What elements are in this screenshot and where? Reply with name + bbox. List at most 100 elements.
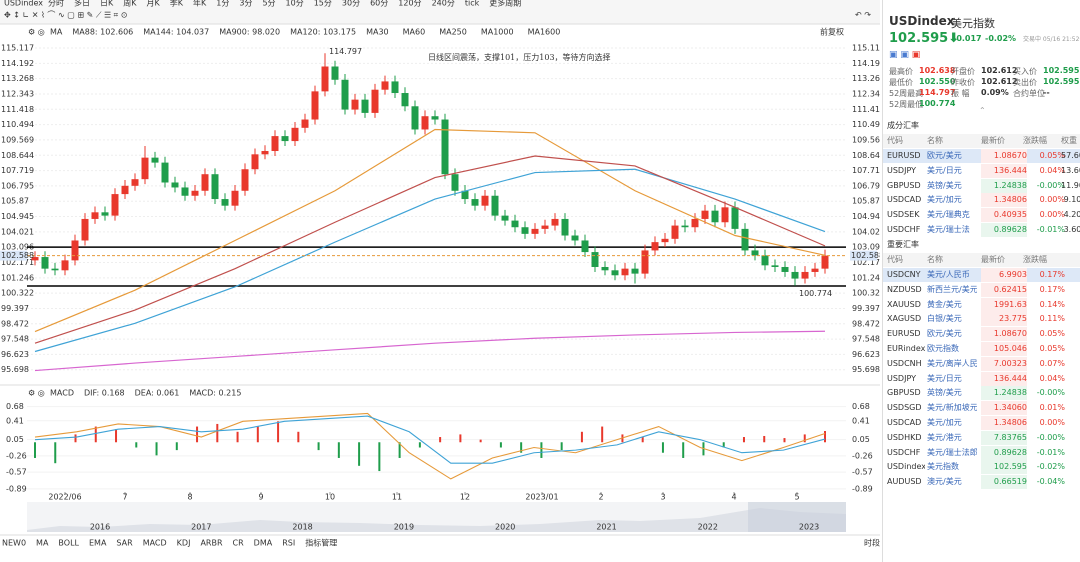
column-header[interactable]: 最新价 (981, 255, 1005, 264)
period-tab[interactable]: tick (465, 0, 480, 8)
period-button[interactable]: 时段 (864, 538, 880, 548)
column-header[interactable]: 名称 (927, 255, 943, 264)
legend-item[interactable]: MA144: 104.037 (143, 28, 209, 37)
change-pct: 0.00% (1039, 195, 1065, 205)
table-row[interactable]: GBPUSD 英镑/美元 1.24838 -0.00% (883, 386, 1080, 401)
candle-body (371, 89, 379, 113)
table-row[interactable]: XAGUSD 白银/美元 23.775 0.11% (883, 312, 1080, 327)
legend-item[interactable]: MA88: 102.606 (72, 28, 133, 37)
table-row[interactable]: USDCHF 美元/瑞士法郎 0.89628 -0.01% (883, 445, 1080, 460)
table-row[interactable]: EURUSD 欧元/美元 1.08670 0.05%57.60% (883, 149, 1080, 163)
stat-label: 52周最低 (889, 100, 924, 109)
indicator-tab[interactable]: DMA (254, 539, 273, 548)
table-row[interactable]: EURindex 欧元指数 105.046 0.05% (883, 342, 1080, 356)
candle-body (651, 242, 659, 251)
legend-item-off[interactable]: MA60 (403, 28, 426, 37)
table-row[interactable]: USDSGD 美元/新加坡元 1.34060 0.01% (883, 401, 1080, 416)
column-header[interactable]: 代码 (887, 255, 903, 264)
table-row[interactable]: USDCNH 美元/离岸人民币 7.00323 0.07% (883, 356, 1080, 371)
period-tab[interactable]: 分时 (48, 0, 64, 8)
period-tab[interactable]: 年K (193, 0, 207, 8)
indicator-manage[interactable]: 指标管理 (305, 538, 337, 548)
macd-bar (337, 442, 340, 458)
table-row[interactable]: NZDUSD 新西兰元/美元 0.62415 0.17% (883, 282, 1080, 297)
settings-icon[interactable]: ⚙ ◎ (28, 389, 45, 398)
legend-item-off[interactable]: MA1000 (481, 28, 514, 37)
adjust-button[interactable]: 前复权 (820, 27, 844, 37)
stat-label: 合约单位 (1013, 89, 1045, 98)
table-row[interactable]: AUDUSD 澳元/美元 0.66519 -0.04% (883, 475, 1080, 490)
table-row[interactable]: GBPUSD 英镑/美元 1.24838 -0.00%11.90% (883, 178, 1080, 193)
table-row[interactable]: USDHKD 美元/港元 7.83765 -0.00% (883, 430, 1080, 445)
weight: 11.90% (1061, 180, 1080, 190)
macd-bar (459, 434, 462, 443)
name: 美元/日元 (927, 165, 962, 175)
macd-bar (520, 442, 523, 453)
period-tab[interactable]: 60分 (370, 0, 388, 8)
indicator-tab[interactable]: KDJ (177, 539, 191, 548)
icons[interactable]: ▣ ▣ ▣ (889, 50, 921, 60)
stat-label: 卖出价 (1013, 78, 1037, 87)
period-tab[interactable]: 月K (147, 0, 161, 8)
column-header[interactable]: 涨跌幅 (1023, 136, 1047, 145)
table-row[interactable]: USDCAD 美元/加元 1.34806 0.00% (883, 416, 1080, 430)
column-header[interactable]: 最新价 (981, 136, 1005, 145)
legend-item-off[interactable]: MA30 (366, 28, 389, 37)
period-tab[interactable]: 多日 (74, 0, 90, 8)
column-header[interactable]: 名称 (927, 136, 943, 145)
period-tab[interactable]: 1分 (216, 0, 229, 8)
navigator-window[interactable] (748, 502, 846, 532)
period-tab[interactable]: 周K (123, 0, 137, 8)
candle-body (51, 268, 59, 271)
name: 美元/加元 (927, 195, 962, 205)
period-tab[interactable]: 15分 (314, 0, 332, 8)
legend-item[interactable]: MA120: 103.175 (290, 28, 356, 37)
column-header[interactable]: 权重 (1061, 136, 1077, 145)
indicator-tab[interactable]: RSI (282, 539, 295, 548)
undo-redo[interactable]: ↶ ↷ (854, 11, 871, 20)
period-tab[interactable]: 3分 (239, 0, 252, 8)
collapse[interactable]: ⌃ (979, 106, 986, 115)
settings-icon[interactable]: ⚙ ◎ (28, 28, 45, 37)
period-tab[interactable]: 日K (100, 0, 114, 8)
ma-line (34, 155, 826, 344)
table-row[interactable]: XAUUSD 黄金/美元 1991.63 0.14% (883, 297, 1080, 312)
column-header[interactable]: 代码 (887, 136, 903, 145)
indicator-tab[interactable]: NEW0 (2, 539, 26, 548)
table-row[interactable]: USDJPY 美元/日元 136.444 0.04% (883, 371, 1080, 386)
toolbar-icons[interactable]: ✥ ↕ ∟ ✕ ⌇ ⌒ ∿ ▢ ⊞ ✎ ⟋ ☰ ⌗ ⊙ (4, 11, 127, 20)
indicator-tab[interactable]: EMA (89, 539, 107, 548)
indicator-tab[interactable]: MA (36, 539, 49, 548)
symbol-tab[interactable]: USDindex (4, 0, 43, 8)
period-tab[interactable]: 120分 (398, 0, 421, 8)
table-row[interactable]: USDSEK 美元/瑞典克 0.40935 0.00%4.20% (883, 208, 1080, 223)
indicator-tab[interactable]: BOLL (58, 539, 79, 548)
indicator-tab[interactable]: ARBR (200, 539, 223, 548)
indicator-tab[interactable]: SAR (116, 539, 133, 548)
column-header[interactable]: 涨跌幅 (1023, 255, 1047, 264)
name: 欧元/美元 (927, 329, 962, 339)
legend-item[interactable]: DEA: 0.061 (135, 389, 180, 398)
table-row[interactable]: USDCNY 美元/人民币 6.9903 0.17% (883, 268, 1080, 282)
legend-item[interactable]: DIF: 0.168 (84, 389, 125, 398)
table-row[interactable]: USDindex 美元指数 102.595 -0.02% (883, 460, 1080, 475)
table-row[interactable]: USDJPY 美元/日元 136.444 0.04%13.60% (883, 163, 1080, 178)
period-tab[interactable]: 5分 (262, 0, 275, 8)
period-tab[interactable]: 季K (170, 0, 184, 8)
y-tick-label: -0.57 (852, 468, 873, 477)
code: XAGUSD (887, 314, 922, 324)
indicator-tab[interactable]: CR (233, 539, 245, 548)
legend-item-off[interactable]: MA250 (439, 28, 467, 37)
period-tab[interactable]: 10分 (286, 0, 304, 8)
weight: 13.60% (1061, 165, 1080, 175)
legend-item[interactable]: MACD: 0.215 (189, 389, 241, 398)
period-tab[interactable]: 240分 (432, 0, 455, 8)
table-row[interactable]: USDCHF 美元/瑞士法 0.89628 -0.01%3.60% (883, 223, 1080, 237)
table-row[interactable]: EURUSD 欧元/美元 1.08670 0.05% (883, 327, 1080, 342)
indicator-tab[interactable]: MACD (143, 539, 167, 548)
period-tab[interactable]: 30分 (342, 0, 360, 8)
table-row[interactable]: USDCAD 美元/加元 1.34806 0.00%9.10% (883, 193, 1080, 208)
legend-item-off[interactable]: MA1600 (528, 28, 561, 37)
period-tab[interactable]: 更多周期 (489, 0, 521, 8)
legend-item[interactable]: MA900: 98.020 (219, 28, 280, 37)
